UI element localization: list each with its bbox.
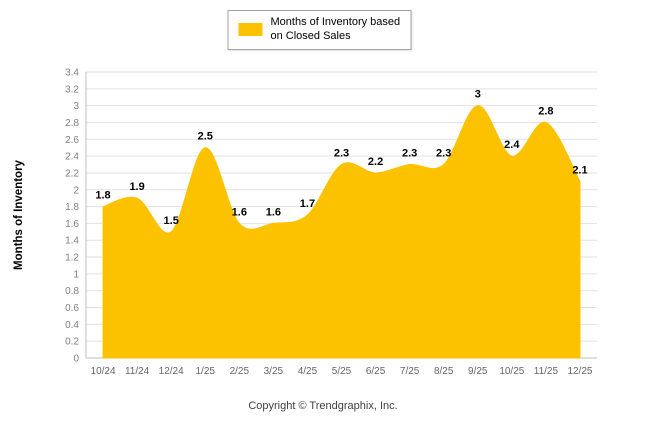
data-label: 1.6	[266, 206, 281, 218]
x-tick-label: 10/25	[499, 366, 524, 377]
y-tick-label: 0.6	[65, 303, 79, 314]
legend: Months of Inventory based on Closed Sale…	[227, 10, 412, 50]
x-tick-label: 9/25	[468, 366, 488, 377]
x-tick-label: 1/25	[195, 366, 215, 377]
y-tick-label: 0	[73, 354, 79, 365]
y-tick-label: 3	[73, 101, 79, 112]
y-tick-label: 1.4	[65, 236, 79, 247]
x-tick-label: 11/24	[125, 366, 150, 377]
copyright-text: Copyright © Trendgraphix, Inc.	[248, 400, 398, 412]
y-tick-label: 2	[73, 185, 79, 196]
inventory-area-chart: 0 0.2 0.4 0.6 0.8 1 1.2 1.4 1.6 1.8 2 2.2 2.4 2.6 2.8 3…	[13, 68, 597, 377]
x-tick-label: 10/24	[91, 366, 116, 377]
data-label: 2.4	[504, 139, 520, 151]
y-axis-title: Months of Inventory	[13, 159, 25, 269]
y-tick-label: 0.2	[65, 337, 79, 348]
x-tick-label: 4/25	[298, 366, 318, 377]
y-tick-label: 2.6	[65, 135, 79, 146]
legend-label-line2: on Closed Sales	[270, 29, 351, 42]
y-tick-label: 2.2	[65, 168, 79, 179]
data-label: 1.5	[164, 215, 179, 227]
x-tick-label: 12/25	[567, 366, 592, 377]
y-tick-label: 1.2	[65, 253, 79, 264]
legend-color-swatch-icon	[238, 23, 263, 37]
y-tick-label: 2.4	[65, 152, 79, 163]
data-label: 2.3	[402, 148, 417, 160]
legend-label-line1: Months of Inventory based	[270, 16, 401, 28]
data-label: 1.7	[300, 198, 315, 210]
legend-label: Months of Inventory based on Closed Sale…	[271, 16, 401, 44]
data-label: 2.5	[198, 131, 213, 143]
data-label: 2.8	[538, 105, 553, 117]
data-label: 2.1	[572, 164, 587, 176]
inventory-area-series	[102, 105, 581, 359]
x-tick-label: 3/25	[264, 366, 284, 377]
x-tick-label: 2/25	[230, 366, 250, 377]
x-tick-label: 7/25	[400, 366, 420, 377]
y-tick-label: 0.4	[65, 320, 79, 331]
data-label: 1.9	[129, 181, 144, 193]
data-label: 2.3	[334, 148, 349, 160]
y-tick-label: 1.8	[65, 202, 79, 213]
x-tick-label: 6/25	[366, 366, 386, 377]
data-label: 1.8	[95, 190, 110, 202]
y-tick-label: 2.8	[65, 118, 79, 129]
y-tick-label: 1.6	[65, 219, 79, 230]
data-label: 2.2	[368, 156, 383, 168]
data-label: 1.6	[232, 206, 247, 218]
data-label: 3	[475, 89, 481, 101]
x-tick-label: 8/25	[434, 366, 454, 377]
x-tick-label: 5/25	[332, 366, 352, 377]
y-tick-label: 1	[73, 269, 79, 280]
y-tick-label: 3.4	[65, 68, 79, 79]
x-tick-label: 11/25	[534, 366, 559, 377]
y-tick-label: 3.2	[65, 84, 79, 95]
chart-area: 0 0.2 0.4 0.6 0.8 1 1.2 1.4 1.6 1.8 2 2.2 2.4 2.6 2.8 3…	[0, 56, 646, 399]
y-tick-label: 0.8	[65, 286, 79, 297]
x-tick-label: 12/24	[159, 366, 184, 377]
data-label: 2.3	[436, 148, 451, 160]
